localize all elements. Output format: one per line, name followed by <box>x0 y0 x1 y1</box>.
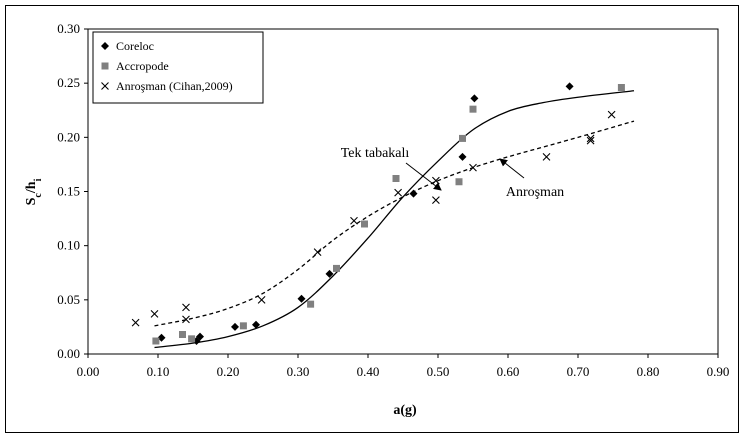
point-anrosman <box>150 310 159 318</box>
x-marker-stroke <box>469 163 477 172</box>
x-tick-label: 0.30 <box>287 364 310 379</box>
annotation-tek-tabakali-label: Tek tabakalı <box>341 146 410 161</box>
point-anrosman <box>469 163 477 172</box>
y-tick-label: 0.15 <box>57 184 80 199</box>
point-coreloc <box>458 152 467 161</box>
x-tick-label: 0.70 <box>567 364 590 379</box>
point-coreloc <box>565 82 574 91</box>
point-coreloc <box>409 189 418 198</box>
legend-marker-anrosman <box>101 82 109 90</box>
point-coreloc <box>157 333 166 342</box>
x-tick-label: 0.10 <box>147 364 170 379</box>
point-accropode <box>188 335 196 343</box>
point-accropode <box>307 300 315 308</box>
y-tick-label: 0.10 <box>57 238 80 253</box>
x-marker-stroke <box>432 196 440 205</box>
point-accropode <box>152 337 160 345</box>
x-marker-stroke <box>586 134 595 143</box>
legend-label-accropode: Accropode <box>116 59 169 73</box>
x-marker-stroke <box>257 295 266 304</box>
point-anrosman <box>131 318 140 327</box>
point-anrosman <box>586 134 595 143</box>
point-coreloc <box>325 269 334 278</box>
legend-marker-coreloc <box>101 42 109 50</box>
y-axis-title-main: S <box>24 197 39 205</box>
point-accropode <box>361 220 368 228</box>
point-anrosman <box>350 216 358 225</box>
point-coreloc <box>196 332 204 341</box>
point-anrosman <box>542 152 551 161</box>
y-axis-title-sub2: i <box>33 178 44 181</box>
point-anrosman <box>182 315 190 324</box>
axes <box>84 28 719 358</box>
x-tick-label: 0.90 <box>707 364 730 379</box>
legend: Coreloc Accropode Anroşman (Cihan,2009) <box>92 31 264 104</box>
point-anrosman <box>607 110 616 119</box>
point-anrosman <box>257 295 266 304</box>
x-tick-label: 0.20 <box>217 364 240 379</box>
x-marker-stroke <box>586 136 595 145</box>
point-accropode <box>239 322 247 330</box>
legend-box <box>92 31 264 104</box>
x-marker-stroke <box>150 310 159 318</box>
point-accropode <box>333 264 340 272</box>
point-accropode <box>459 134 466 142</box>
point-coreloc <box>470 94 479 103</box>
point-coreloc <box>252 320 260 329</box>
point-accropode <box>469 105 477 113</box>
y-tick-label: 0.25 <box>57 75 80 90</box>
x-axis-title: a(g) <box>393 403 417 418</box>
y-axis-title: Sc/hi <box>24 178 44 205</box>
point-accropode <box>179 331 186 338</box>
x-marker-stroke <box>131 318 140 327</box>
legend-label-coreloc: Coreloc <box>116 39 154 53</box>
x-marker-stroke <box>607 110 616 119</box>
point-coreloc <box>297 294 306 303</box>
legend-marker-accropode <box>101 62 109 70</box>
x-tick-label: 0.40 <box>357 364 380 379</box>
y-axis-title-sub1: c <box>33 193 44 198</box>
annotation-anrosman-label: Anroşman <box>506 185 564 200</box>
x-marker-stroke <box>101 82 109 90</box>
x-tick-label: 0.00 <box>77 364 100 379</box>
tick-labels: 0.00 0.10 0.20 0.30 0.40 0.50 0.60 0.70 0.80 0.90… <box>57 21 729 379</box>
annotation-anrosman: Anroşman <box>499 158 564 200</box>
y-tick-label: 0.30 <box>57 21 80 36</box>
x-marker-stroke <box>542 152 551 161</box>
annotation-tek-tabakali: Tek tabakalı <box>341 146 442 191</box>
point-accropode <box>392 175 400 182</box>
y-tick-label: 0.05 <box>57 292 80 307</box>
annotation-tek-tabakali-arrow <box>405 162 442 191</box>
annotation-anrosman-arrow <box>499 158 525 179</box>
point-anrosman <box>182 303 190 312</box>
point-anrosman <box>313 248 322 257</box>
x-tick-label: 0.50 <box>427 364 450 379</box>
legend-label-anrosman: Anroşman (Cihan,2009) <box>116 79 233 93</box>
point-anrosman <box>586 136 595 145</box>
x-marker-stroke <box>182 315 190 324</box>
data-points <box>131 82 625 345</box>
x-tick-label: 0.60 <box>497 364 520 379</box>
y-tick-label: 0.00 <box>57 346 80 361</box>
x-marker-stroke <box>313 248 322 257</box>
point-anrosman <box>394 188 402 197</box>
fit-curves <box>154 90 635 349</box>
curve-tek-tabakali <box>154 90 635 349</box>
x-tick-label: 0.80 <box>637 364 660 379</box>
x-marker-stroke <box>394 188 402 197</box>
curve-anrosman <box>154 120 635 327</box>
point-anrosman <box>432 196 440 205</box>
point-coreloc <box>231 322 239 331</box>
x-marker-stroke <box>182 303 190 312</box>
point-accropode <box>455 178 463 186</box>
x-marker-stroke <box>350 216 358 225</box>
y-tick-label: 0.20 <box>57 129 80 144</box>
point-accropode <box>617 84 625 91</box>
y-axis-title-mid: /h <box>24 181 39 194</box>
